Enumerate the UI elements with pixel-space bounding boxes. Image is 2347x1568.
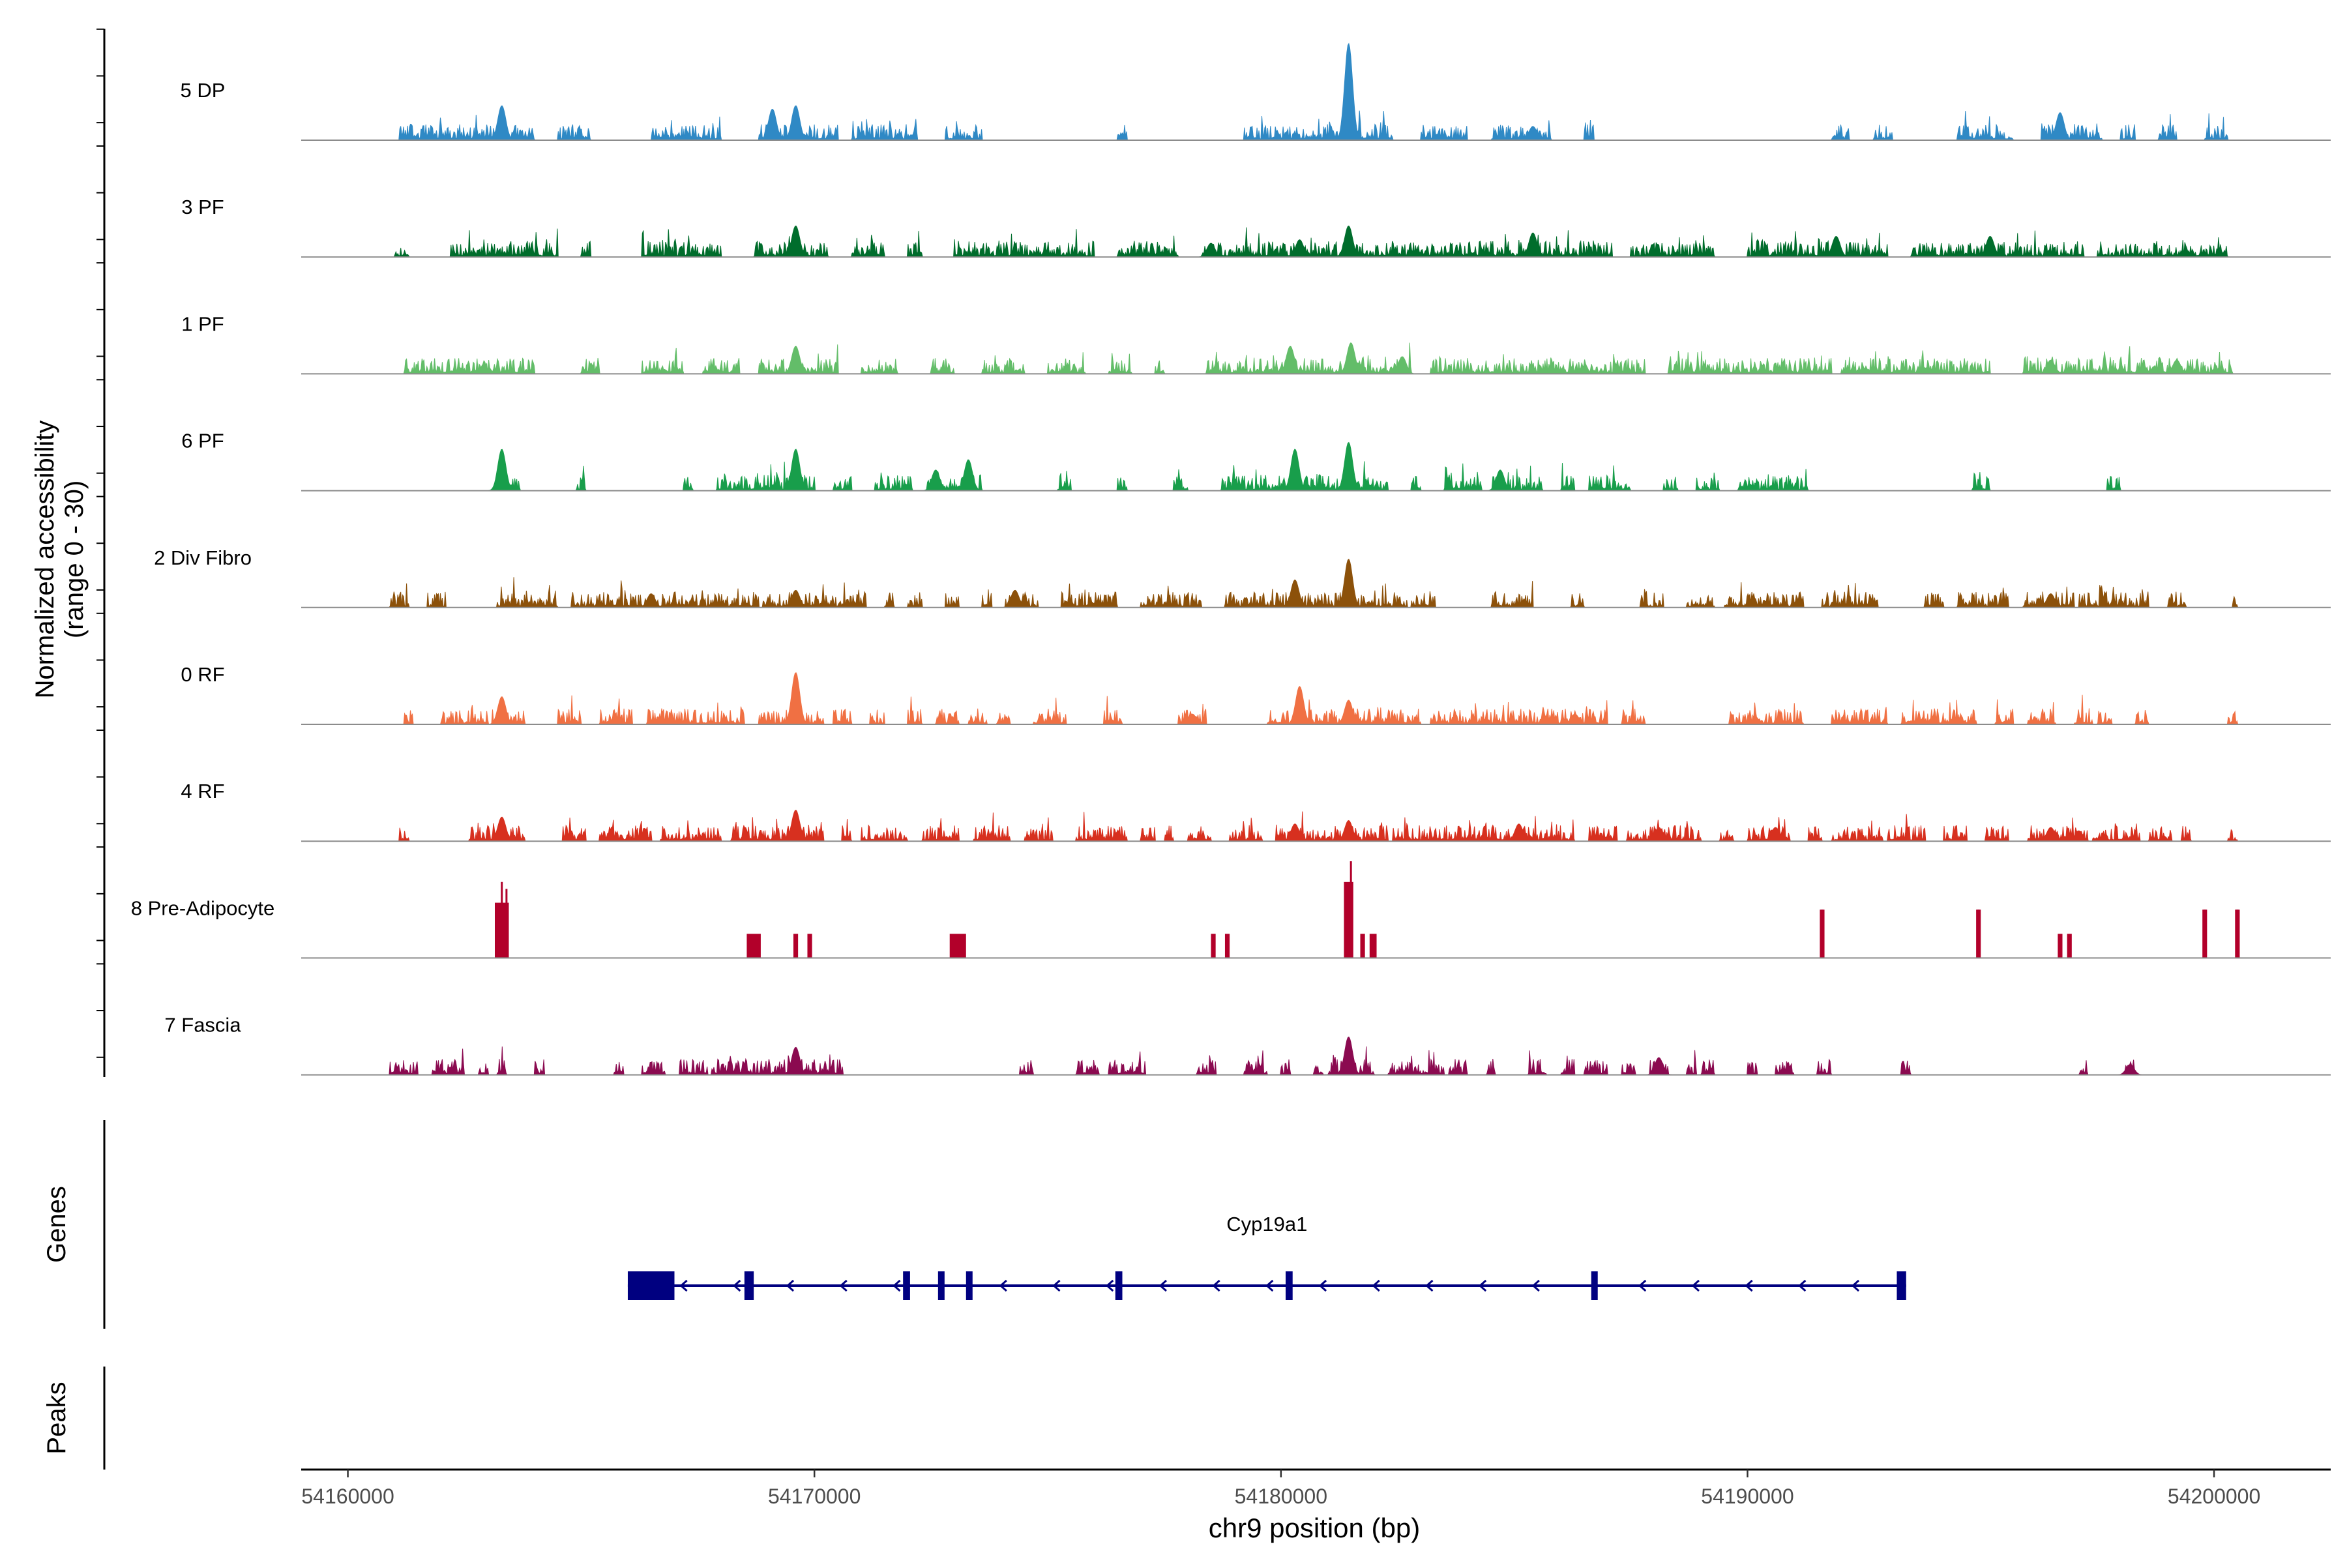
strand-arrow <box>999 1279 1007 1292</box>
strand-arrow <box>1798 1279 1807 1292</box>
strand-arrow <box>679 1279 688 1292</box>
coverage-block <box>746 934 761 958</box>
genes-panel-label: Genes <box>42 1186 71 1263</box>
strand-arrow <box>1478 1279 1487 1292</box>
track-8-pre-adipocyte: 8 Pre-Adipocyte <box>131 861 2331 959</box>
strand-arrow <box>1318 1279 1327 1292</box>
gene-track: Cyp19a1 <box>627 1213 1906 1300</box>
gene-exon <box>966 1271 973 1300</box>
gene-name-label: Cyp19a1 <box>1226 1213 1307 1235</box>
coverage-area <box>301 558 2331 608</box>
coverage-area <box>301 809 2331 842</box>
strand-arrow <box>1159 1279 1167 1292</box>
coverage-area <box>301 342 2331 374</box>
track-label: 0 RF <box>181 663 224 686</box>
strand-arrow <box>1105 1279 1114 1292</box>
coverage-block <box>1211 934 1216 958</box>
strand-arrow <box>786 1279 795 1292</box>
coverage-block <box>807 934 812 958</box>
strand-arrow <box>1052 1279 1061 1292</box>
x-tick-label: 54170000 <box>768 1485 861 1508</box>
track-label: 8 Pre-Adipocyte <box>131 896 275 919</box>
coverage-area <box>301 225 2331 258</box>
gene-exon <box>627 1271 675 1300</box>
x-tick-label: 54180000 <box>1235 1485 1327 1508</box>
coverage-block <box>1369 934 1377 958</box>
strand-arrow <box>1851 1279 1860 1292</box>
strand-arrow <box>1638 1279 1647 1292</box>
coverage-block <box>1224 934 1230 958</box>
coverage-area <box>301 1036 2331 1076</box>
gene-exon <box>744 1271 754 1300</box>
coverage-area <box>301 441 2331 492</box>
strand-arrow <box>1691 1279 1700 1292</box>
track-label: 6 PF <box>181 430 224 452</box>
coverage-block <box>1360 934 1365 958</box>
track-label: 5 DP <box>181 79 226 102</box>
track-label: 3 PF <box>181 196 224 218</box>
track-0-rf: 0 RF <box>181 663 2331 725</box>
strand-arrow <box>1265 1279 1274 1292</box>
tracks: 5 DP 3 PF 1 PF 6 PF 2 Div Fibro 0 RF 4 RF 8 Pre… <box>131 42 2331 1076</box>
track-6-pf: 6 PF <box>181 430 2331 492</box>
gene-exon <box>1591 1271 1598 1300</box>
strand-arrow <box>893 1279 901 1292</box>
strand-arrow <box>1372 1279 1380 1292</box>
track-7-fascia: 7 Fascia <box>164 1014 2331 1076</box>
track-label: 2 Div Fibro <box>154 546 252 569</box>
track-5-dp: 5 DP <box>181 42 2331 141</box>
gene-exon <box>1115 1271 1123 1300</box>
y-axis <box>96 28 106 1077</box>
strand-arrow <box>733 1279 741 1292</box>
coverage-block <box>2067 934 2072 958</box>
strand-arrow <box>1745 1279 1753 1292</box>
coverage-area <box>301 42 2331 141</box>
y-axis-title-line1: Normalized accessibility <box>31 421 59 699</box>
peaks-panel-label: Peaks <box>42 1382 71 1454</box>
x-axis: 54160000 54170000 54180000 54190000 54200000 <box>301 1468 2331 1508</box>
gene-exon <box>937 1271 945 1300</box>
strand-arrow <box>839 1279 848 1292</box>
strand-arrow <box>1531 1279 1540 1292</box>
track-label: 4 RF <box>181 780 224 803</box>
track-4-rf: 4 RF <box>181 780 2331 842</box>
coverage-area <box>301 672 2331 725</box>
x-axis-title: chr9 position (bp) <box>1209 1513 1421 1543</box>
x-tick-label: 54190000 <box>1701 1485 1793 1508</box>
coverage-block <box>793 934 799 958</box>
track-3-pf: 3 PF <box>181 196 2331 258</box>
track-label: 7 Fascia <box>164 1014 241 1037</box>
x-tick-label: 54200000 <box>2168 1485 2260 1508</box>
strand-arrow <box>1212 1279 1220 1292</box>
y-axis-title-line2: (range 0 - 30) <box>60 481 89 638</box>
strand-arrow <box>1425 1279 1434 1292</box>
gene-exon <box>903 1271 910 1300</box>
coverage-block <box>949 934 966 958</box>
track-1-pf: 1 PF <box>181 312 2331 375</box>
track-2-div-fibro: 2 Div Fibro <box>154 546 2331 608</box>
gene-exon <box>1897 1271 1906 1300</box>
gene-exon <box>1285 1271 1293 1300</box>
coverage-block <box>2058 934 2063 958</box>
track-label: 1 PF <box>181 312 224 335</box>
x-tick-label: 54160000 <box>301 1485 394 1508</box>
